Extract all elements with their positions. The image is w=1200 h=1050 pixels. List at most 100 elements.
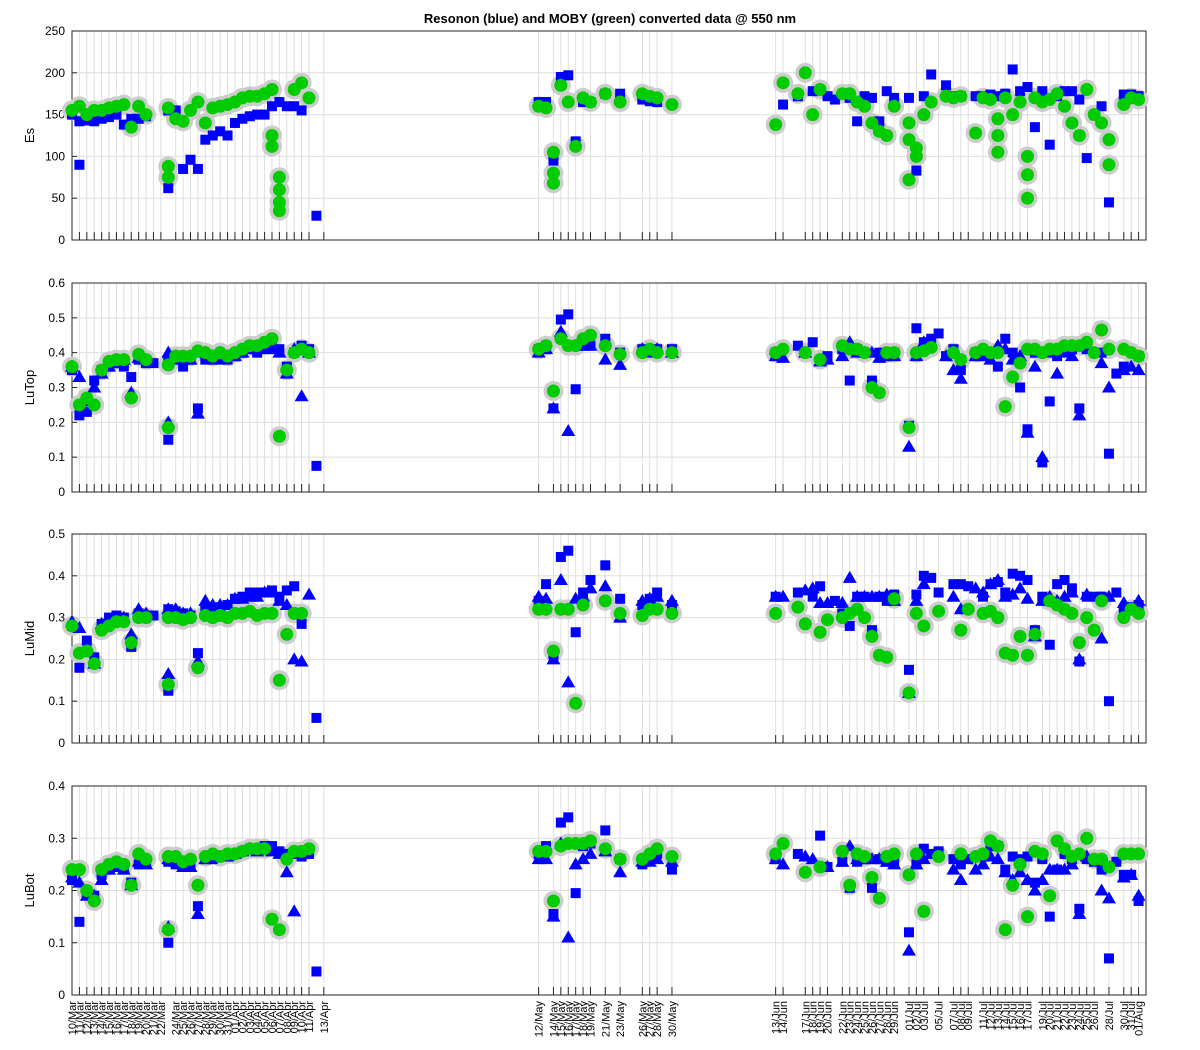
data-point-resonon-square: [1044, 396, 1055, 407]
data-point-resonon-square: [829, 595, 840, 606]
data-point-resonon-square: [274, 591, 285, 602]
data-point-resonon-square: [563, 545, 574, 556]
data-point-resonon-square: [74, 662, 85, 673]
data-point-resonon-square: [903, 92, 914, 103]
data-point-moby: [184, 103, 198, 117]
data-point-moby: [191, 95, 205, 109]
data-point-moby: [954, 623, 968, 637]
data-point-resonon-square: [533, 595, 544, 606]
data-point-resonon-triangle: [583, 846, 598, 859]
data-point-resonon-triangle: [1101, 380, 1116, 393]
y-tick-label: 0.5: [48, 527, 65, 541]
data-point-resonon-square: [1044, 911, 1055, 922]
data-point-moby: [776, 342, 790, 356]
data-point-moby: [1095, 594, 1109, 608]
data-point-moby: [872, 386, 886, 400]
x-tick-label: 13/Jun: [771, 1001, 783, 1034]
data-point-resonon-triangle: [1094, 356, 1109, 369]
data-point-moby: [272, 923, 286, 937]
data-point-resonon-square: [555, 817, 566, 828]
y-tick-label: 0: [58, 988, 65, 1002]
y-tick-label: 0.4: [48, 569, 65, 583]
data-point-resonon-square: [126, 372, 137, 383]
y-tick-label: 0.3: [48, 831, 65, 845]
data-point-resonon-triangle: [1013, 865, 1028, 878]
data-point-resonon-square: [563, 309, 574, 320]
x-tick-label: 19/Mar: [134, 1001, 146, 1036]
x-tick-label: 07/Jul: [948, 1001, 960, 1030]
data-point-moby: [991, 839, 1005, 853]
x-tick-label: 13/Jul: [993, 1001, 1005, 1030]
data-point-moby: [791, 600, 805, 614]
x-tick-label: 11/Jul: [978, 1001, 990, 1030]
data-point-resonon-square: [822, 861, 833, 872]
data-point-moby: [161, 923, 175, 937]
x-tick-label: 30/Mar: [215, 1001, 227, 1036]
data-point-moby: [539, 339, 553, 353]
data-point-resonon-square: [1096, 864, 1107, 875]
x-tick-label: 14/May: [548, 1001, 560, 1038]
data-point-moby: [1087, 108, 1101, 122]
data-point-resonon-square: [1133, 895, 1144, 906]
data-point-resonon-triangle: [805, 852, 820, 865]
data-point-moby: [1035, 847, 1049, 861]
data-point-resonon-square: [955, 365, 966, 376]
data-point-resonon-square: [955, 579, 966, 590]
axes-box: [71, 785, 1147, 996]
x-tick-label: 16/Mar: [111, 1001, 123, 1036]
data-point-resonon-square: [1007, 851, 1018, 862]
data-point-moby: [546, 894, 560, 908]
data-point-moby: [769, 606, 783, 620]
data-point-moby: [813, 860, 827, 874]
data-point-resonon-square: [918, 843, 929, 854]
data-point-resonon-square: [1074, 94, 1085, 105]
x-tick-label: 12/Mar: [82, 1001, 94, 1036]
data-point-resonon-square: [281, 101, 292, 112]
data-point-resonon-triangle: [953, 371, 968, 384]
data-point-moby: [1080, 611, 1094, 625]
data-point-resonon-square: [874, 591, 885, 602]
data-point-resonon-square: [133, 113, 144, 124]
data-point-resonon-square: [126, 113, 137, 124]
data-point-resonon-square: [266, 841, 277, 852]
x-tick-label: 31/Mar: [223, 1001, 235, 1036]
data-point-moby: [191, 878, 205, 892]
data-point-resonon-square: [792, 340, 803, 351]
data-point-resonon-square: [815, 830, 826, 841]
data-point-resonon-square: [192, 163, 203, 174]
data-point-resonon-square: [874, 854, 885, 865]
data-point-resonon-square: [859, 91, 870, 102]
data-point-moby: [1095, 116, 1109, 130]
data-point-moby: [198, 116, 212, 130]
data-point-resonon-square: [652, 587, 663, 598]
x-tick-label: 16/May: [563, 1001, 575, 1038]
data-point-moby: [858, 346, 872, 360]
data-point-resonon-square: [637, 600, 648, 611]
data-point-moby: [983, 93, 997, 107]
x-tick-label: 15/Jul: [1008, 1001, 1020, 1030]
data-point-resonon-square: [89, 375, 100, 386]
data-point-resonon-square: [81, 406, 92, 417]
data-point-moby: [887, 592, 901, 606]
data-point-moby: [613, 606, 627, 620]
data-point-resonon-square: [311, 966, 322, 977]
data-point-moby: [1102, 158, 1116, 172]
data-point-resonon-square: [911, 165, 922, 176]
data-point-resonon-square: [866, 882, 877, 893]
data-point-moby: [569, 696, 583, 710]
data-point-moby: [161, 101, 175, 115]
data-point-resonon-square: [666, 864, 677, 875]
data-point-resonon-triangle: [953, 873, 968, 886]
data-point-moby: [272, 429, 286, 443]
data-point-resonon-square: [859, 591, 870, 602]
data-point-moby: [1087, 623, 1101, 637]
x-tick-label: 17/May: [571, 1001, 583, 1038]
data-point-resonon-triangle: [901, 943, 916, 956]
data-point-resonon-square: [570, 627, 581, 638]
x-tick-label: 28/Mar: [200, 1001, 212, 1036]
data-point-resonon-square: [1015, 570, 1026, 581]
data-point-resonon-square: [185, 861, 196, 872]
data-point-resonon-square: [192, 403, 203, 414]
data-point-moby: [546, 176, 560, 190]
data-point-resonon-square: [222, 600, 233, 611]
